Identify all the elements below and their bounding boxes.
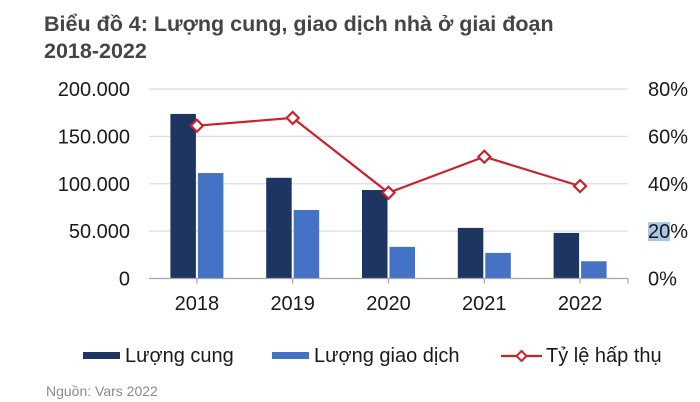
right-tick-label: 20%	[648, 221, 688, 243]
chart-title-line1: Biểu đồ 4: Lượng cung, giao dịch nhà ở g…	[44, 12, 554, 36]
absorption-line-path	[196, 116, 581, 194]
right-tick-label: 80%	[648, 79, 688, 101]
bar-supply-2019	[266, 177, 292, 279]
text-selection-highlight	[648, 222, 670, 242]
source-note: Nguồn: Vars 2022	[46, 383, 158, 399]
diamond-marker-2021	[476, 149, 492, 165]
x-axis: 2018 2019 2020 2021 2022	[149, 277, 629, 315]
legend-swatch-transactions	[272, 352, 309, 359]
legend-label-supply: Lượng cung	[125, 345, 234, 367]
bar-transactions-2022	[581, 261, 607, 279]
x-tick-label: 2019	[270, 293, 315, 315]
x-tick-label: 2021	[462, 293, 507, 315]
left-y-axis: 0 50.000 100.000 150.000 200.000	[58, 79, 130, 291]
bar-supply-2021	[457, 227, 484, 279]
chart-title-line2: 2018-2022	[44, 39, 147, 63]
left-tick-label: 50.000	[69, 221, 130, 243]
right-tick-label: 0%	[648, 269, 677, 291]
x-tick-label: 2020	[366, 293, 411, 315]
legend: Lượng cung Lượng giao dịch Tỷ lệ hấp thụ	[83, 345, 662, 367]
bar-transactions-2018	[197, 173, 224, 279]
gridlines	[149, 88, 628, 232]
chart-title: Biểu đồ 4: Lượng cung, giao dịch nhà ở g…	[44, 11, 684, 65]
absorption-rate-line	[189, 110, 588, 201]
right-tick-label: 40%	[648, 174, 688, 196]
diamond-marker-2019	[285, 110, 301, 126]
x-tick-label: 2018	[175, 293, 220, 315]
x-tick-label: 2022	[558, 293, 603, 315]
bar-supply-2020	[362, 190, 388, 279]
left-tick-label: 0	[119, 269, 130, 291]
bar-supply-2018	[170, 113, 196, 279]
bar-supply-2022	[553, 232, 580, 279]
bar-transactions-2020	[389, 246, 415, 279]
legend-label-absorption: Tỷ lệ hấp thụ	[546, 345, 662, 367]
legend-label-transactions: Lượng giao dịch	[314, 345, 460, 367]
bar-series	[170, 113, 607, 279]
legend-diamond-icon	[515, 349, 528, 363]
diamond-marker-2018	[189, 118, 205, 134]
bar-transactions-2021	[485, 252, 511, 279]
bar-transactions-2019	[293, 209, 320, 279]
diamond-marker-2020	[380, 185, 397, 201]
legend-swatch-supply	[83, 352, 120, 359]
left-tick-label: 100.000	[58, 174, 130, 196]
left-tick-label: 150.000	[58, 126, 130, 148]
right-tick-label: 60%	[648, 126, 688, 148]
left-tick-label: 200.000	[58, 79, 130, 101]
diamond-marker-2022	[572, 178, 588, 194]
right-y-axis: 0% 20% 40% 60% 80%	[648, 79, 688, 291]
